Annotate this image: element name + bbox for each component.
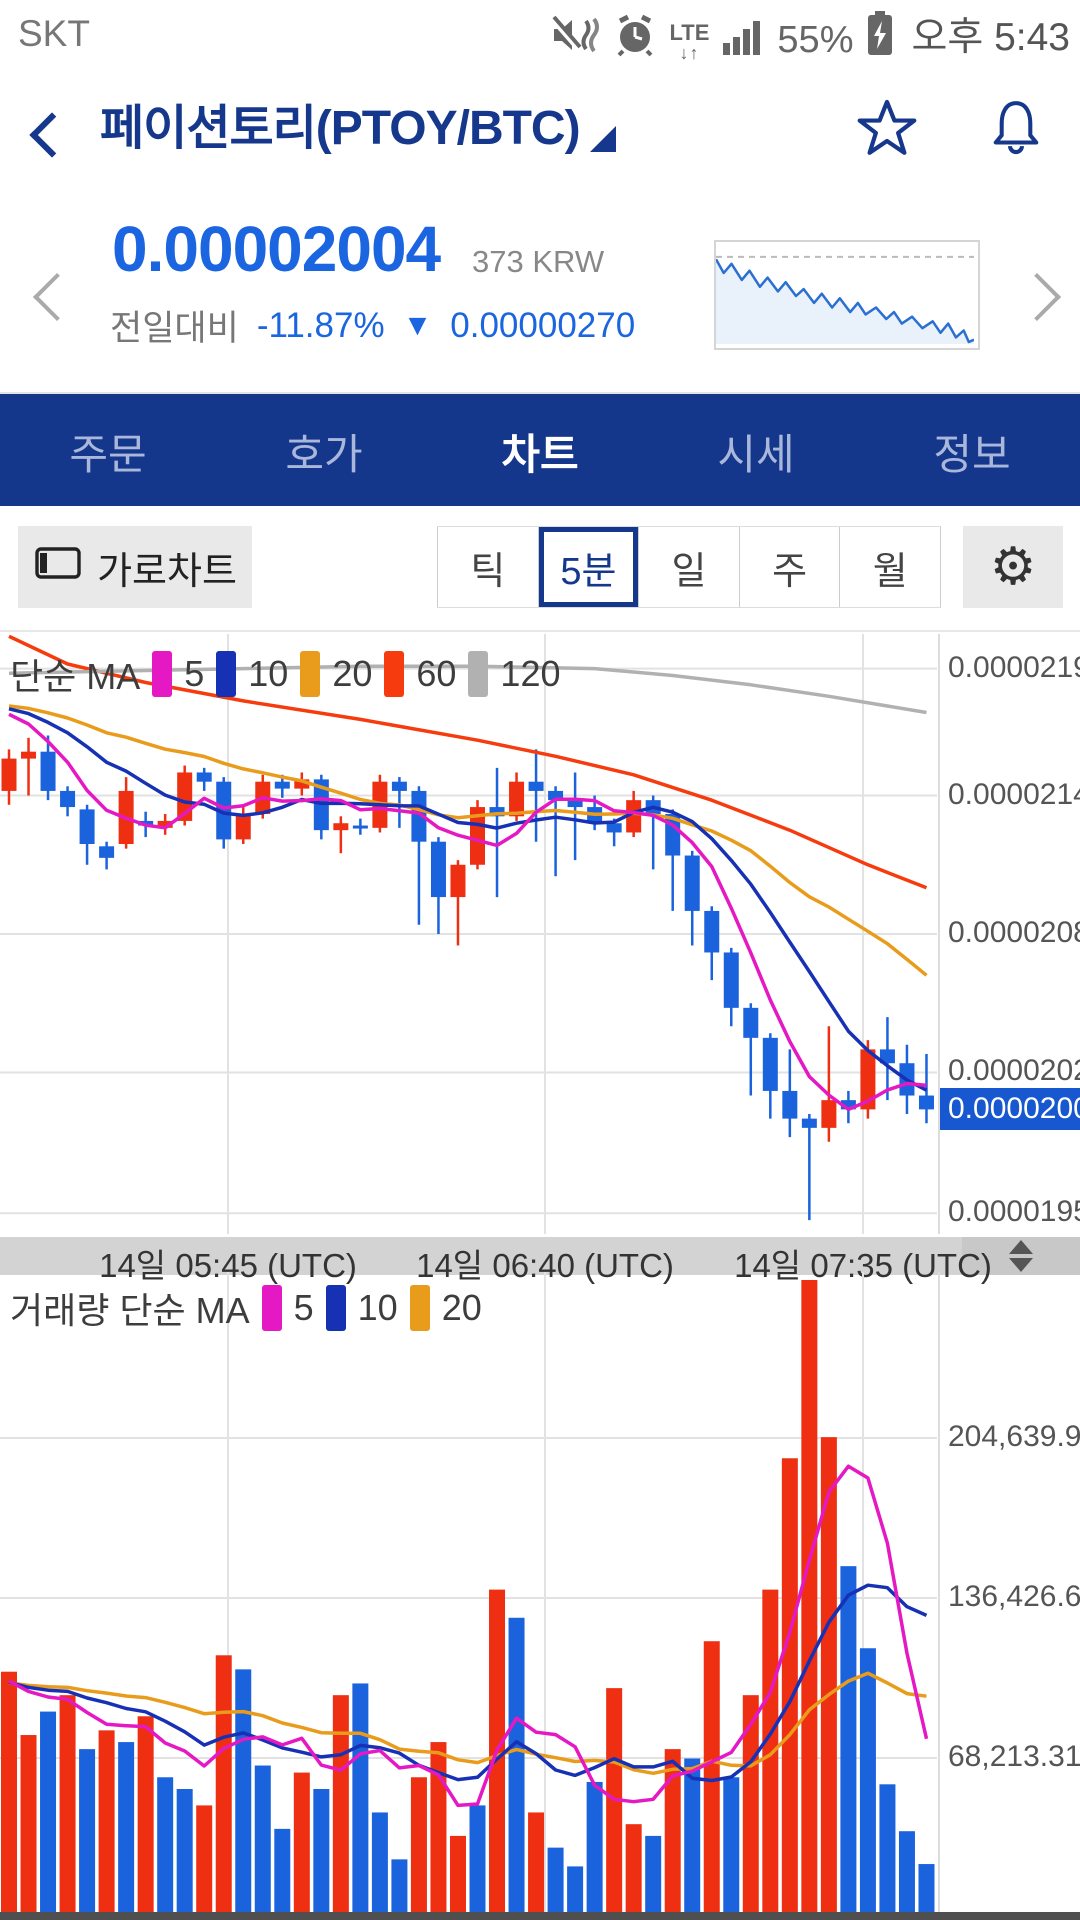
mute-vibrate-icon: [549, 13, 600, 62]
pane-divider: [0, 630, 1080, 632]
lte-icon: LTE ↓↑: [669, 19, 710, 63]
timeframe-4[interactable]: 월: [839, 527, 941, 607]
status-icons: LTE ↓↑ 55% 오후 5:43: [549, 6, 1070, 63]
price-axis-label-4: 0.00001959: [948, 1195, 1080, 1229]
legend-swatch-120: [468, 651, 489, 697]
time-axis-bar[interactable]: 14일 05:45 (UTC) 14일 06:40 (UTC) 14일 07:35 …: [0, 1237, 1080, 1284]
pane-resize-handle[interactable]: [962, 1237, 1080, 1275]
price-axis-label-3: 0.00002020: [948, 1054, 1080, 1088]
legend-label-20: 20: [441, 1287, 482, 1328]
back-button[interactable]: [29, 112, 75, 158]
volume-ma-legend-title: 거래량 단순 MA: [10, 1290, 250, 1331]
down-arrow-icon: ▼: [402, 308, 433, 342]
legend-swatch-5: [261, 1285, 282, 1331]
volume-ma-legend: 거래량 단순 MA 5 10 20: [10, 1282, 482, 1334]
mini-sparkline[interactable]: [714, 240, 980, 350]
volume-axis-label-0: 204,639.932: [948, 1420, 1080, 1453]
price-axis-label-0: 0.00002195: [948, 650, 1080, 684]
arrow-down-icon: [1009, 1258, 1033, 1272]
legend-label-20: 20: [332, 653, 373, 694]
legend-swatch-60: [384, 651, 405, 697]
axis-separator: [938, 634, 940, 1234]
legend-label-5: 5: [293, 1287, 314, 1328]
chart-settings-button[interactable]: ⚙: [963, 526, 1063, 608]
status-bar: SKT LTE ↓↑ 55% 오후 5:43: [0, 0, 1080, 67]
back-chevron-icon: [29, 112, 75, 158]
legend-swatch-10: [325, 1285, 346, 1331]
legend-swatch-5: [152, 651, 173, 697]
page-title: 페이션토리(PTOY/BTC): [100, 102, 581, 155]
header: 페이션토리(PTOY/BTC): [0, 80, 1080, 200]
volume-axis-label-1: 136,426.621: [948, 1580, 1080, 1613]
change-label: 전일대비: [110, 309, 239, 348]
change-percent: -11.87%: [256, 305, 385, 345]
legend-swatch-10: [216, 651, 237, 697]
gear-icon: ⚙: [989, 538, 1037, 596]
axis-separator-volume: [938, 1272, 940, 1914]
current-price-tag: 0.00002004: [940, 1088, 1080, 1131]
price-ma-legend: 단순 MA 5 10 20 60 120: [10, 648, 561, 700]
change-row: 전일대비 -11.87% ▼ 0.00000270: [110, 300, 635, 351]
timeframe-2[interactable]: 일: [638, 527, 739, 607]
nav-tab-0[interactable]: 주문: [69, 430, 147, 478]
price-axis-label-2: 0.00002080: [948, 916, 1080, 949]
carrier-label: SKT: [18, 12, 90, 54]
price-ma-legend-title: 단순 MA: [10, 656, 141, 697]
nav-tab-4[interactable]: 정보: [933, 430, 1011, 478]
title-row[interactable]: 페이션토리(PTOY/BTC): [100, 88, 616, 158]
legend-label-5: 5: [184, 653, 205, 694]
volume-axis-label-2: 68,213.311: [948, 1740, 1080, 1773]
legend-label-60: 60: [416, 653, 457, 694]
alert-bell-icon[interactable]: [986, 96, 1046, 163]
change-amount: 0.00000270: [450, 305, 636, 345]
legend-swatch-20: [300, 651, 321, 697]
battery-percent-label: 55%: [777, 18, 854, 61]
favorite-star-icon[interactable]: [856, 98, 918, 163]
nav-tab-3[interactable]: 시세: [717, 430, 795, 478]
battery-charging-icon: [865, 9, 895, 62]
signal-icon: [721, 13, 765, 62]
arrow-up-icon: [1009, 1240, 1033, 1254]
nav-tab-2[interactable]: 차트: [501, 430, 579, 478]
nav-tab-1[interactable]: 호가: [285, 430, 363, 478]
landscape-chart-button[interactable]: 가로차트: [18, 526, 252, 608]
price-axis-label-1: 0.00002140: [948, 777, 1080, 811]
prev-coin-chevron[interactable]: [32, 272, 82, 322]
volume-chart[interactable]: [0, 1272, 937, 1914]
candlestick-chart[interactable]: [0, 634, 937, 1234]
clock-label: 오후 5:43: [911, 15, 1070, 59]
alarm-icon: [612, 13, 658, 62]
krw-equivalent: 373 KRW: [472, 244, 605, 279]
timeframe-0[interactable]: 틱: [437, 527, 538, 607]
legend-swatch-20: [409, 1285, 430, 1331]
timeframe-group: 틱 5분 일 주 월: [437, 526, 941, 608]
next-coin-chevron[interactable]: [1012, 272, 1062, 322]
bottom-border: [0, 1912, 1080, 1920]
timeframe-1[interactable]: 5분: [537, 527, 639, 607]
timeframe-3[interactable]: 주: [738, 527, 840, 607]
legend-label-10: 10: [248, 653, 289, 694]
rotate-phone-icon: [33, 540, 83, 594]
legend-label-10: 10: [357, 1287, 398, 1328]
legend-label-120: 120: [500, 653, 561, 694]
pair-dropdown-icon: [589, 126, 616, 152]
nav-tabbar: 주문 호가 차트 시세 정보: [0, 392, 1080, 508]
landscape-chart-label: 가로차트: [97, 550, 237, 593]
current-price: 0.00002004: [112, 213, 441, 285]
chart-controls: 가로차트 틱 5분 일 주 월 ⚙: [0, 506, 1080, 626]
